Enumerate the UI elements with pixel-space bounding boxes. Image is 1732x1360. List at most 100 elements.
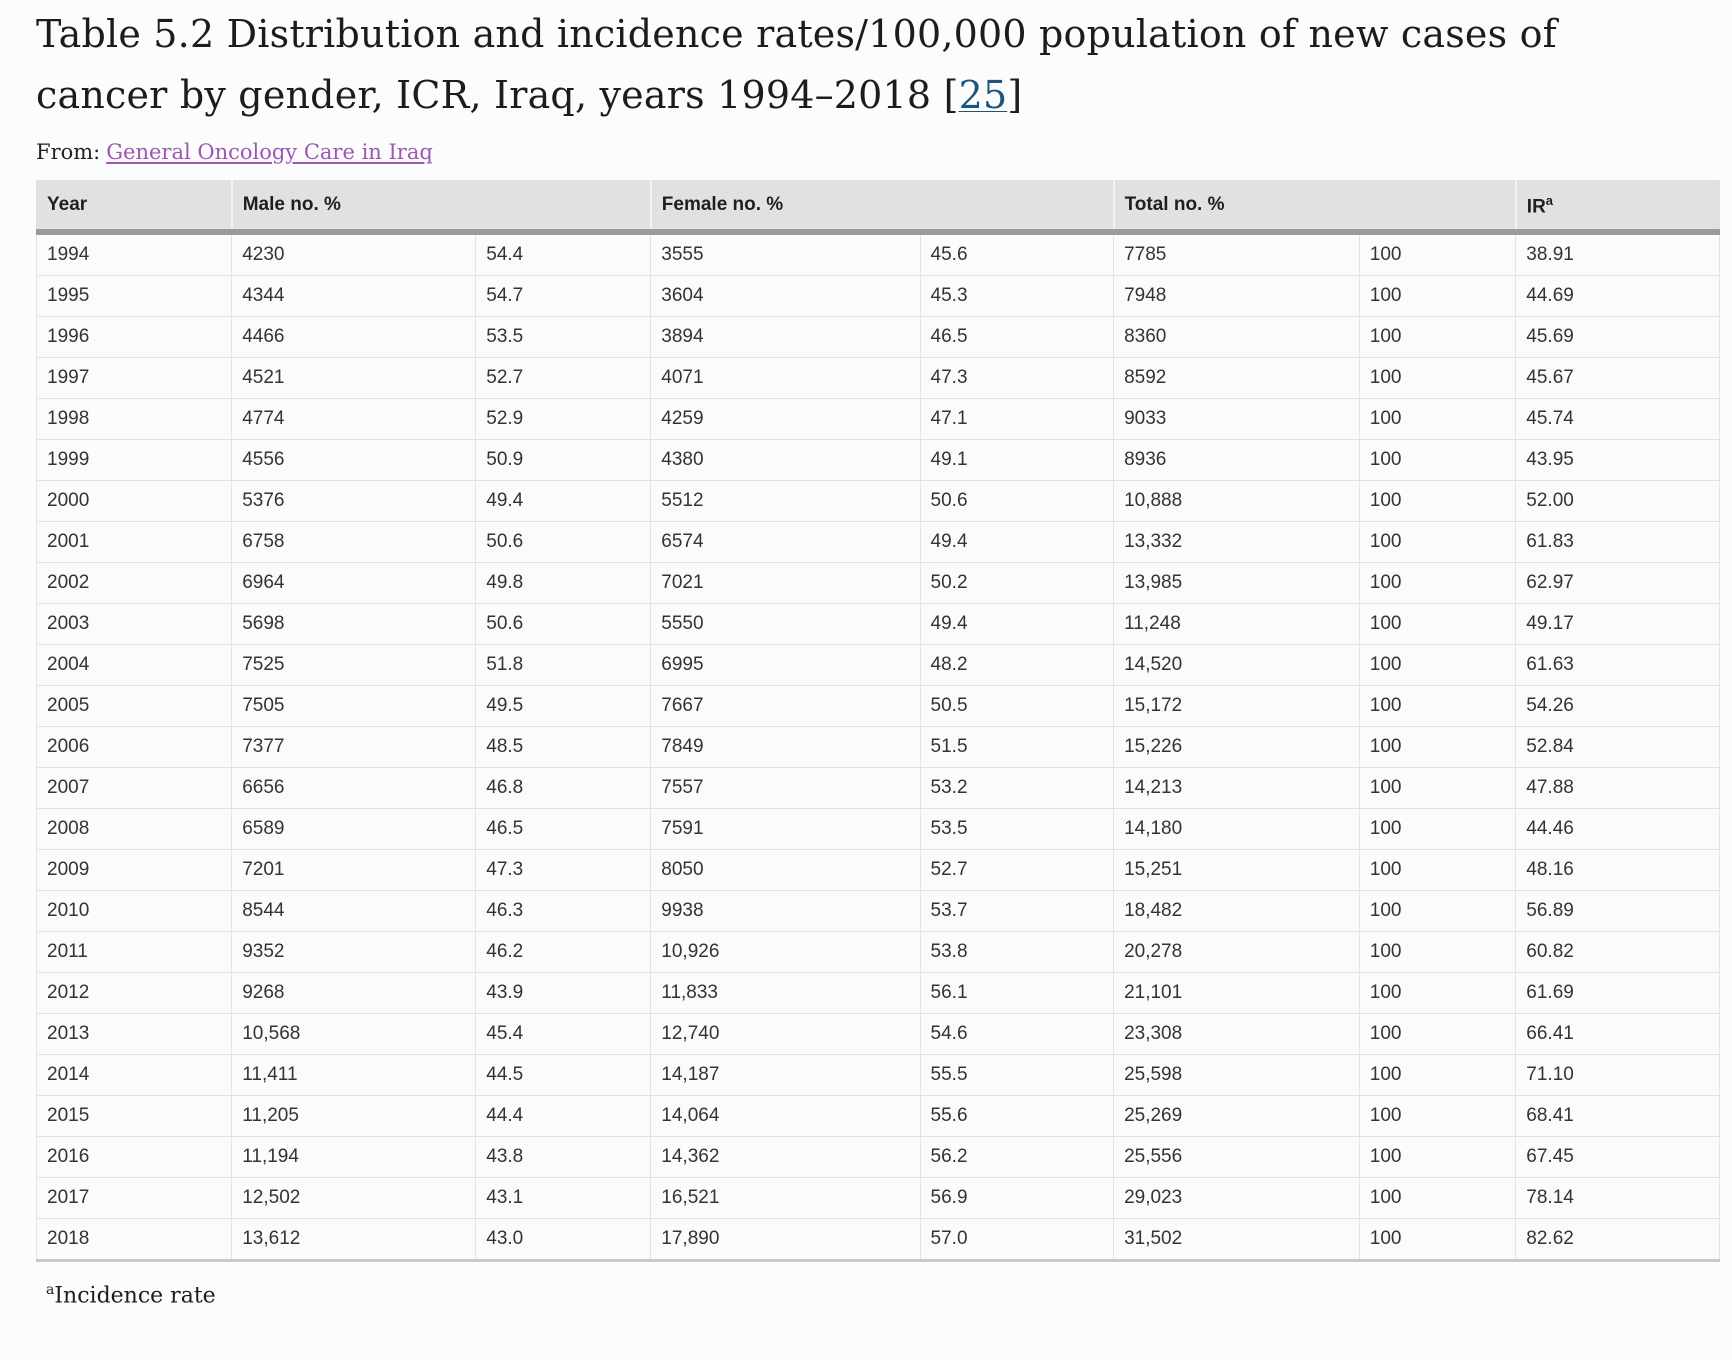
table-row: 2013 10,568 45.4 12,740 54.6 23,308 100 … (35, 1012, 1720, 1055)
cell-female-pct: 56.2 (919, 1135, 1115, 1178)
cell-year: 1995 (35, 274, 233, 317)
table-row: 2016 11,194 43.8 14,362 56.2 25,556 100 … (35, 1135, 1720, 1178)
cell-female-no: 14,187 (650, 1053, 921, 1096)
cell-male-no: 11,205 (231, 1094, 477, 1137)
cell-male-no: 11,411 (231, 1053, 477, 1096)
cell-total-pct: 100 (1358, 602, 1517, 645)
cell-male-pct: 54.4 (475, 231, 652, 276)
cell-total-pct: 100 (1358, 643, 1517, 686)
cell-female-no: 4380 (650, 438, 921, 481)
header-cell-female: Female no. % (649, 179, 1114, 235)
cell-male-pct: 46.3 (475, 889, 652, 932)
cell-total-pct: 100 (1358, 1176, 1517, 1219)
cell-male-no: 6758 (231, 520, 477, 563)
cell-female-pct: 53.7 (919, 889, 1115, 932)
table-row: 1999 4556 50.9 4380 49.1 8936 100 43.95 (35, 438, 1720, 481)
cell-total-pct: 100 (1358, 231, 1517, 276)
cell-female-pct: 55.6 (919, 1094, 1115, 1137)
table-row: 2011 9352 46.2 10,926 53.8 20,278 100 60… (35, 930, 1720, 973)
cell-male-pct: 52.7 (475, 356, 652, 399)
cell-female-pct: 49.4 (919, 520, 1115, 563)
table-row: 1997 4521 52.7 4071 47.3 8592 100 45.67 (35, 356, 1720, 399)
table-row: 2006 7377 48.5 7849 51.5 15,226 100 52.8… (35, 725, 1720, 768)
cell-female-pct: 45.3 (919, 274, 1115, 317)
source-link[interactable]: General Oncology Care in Iraq (106, 139, 433, 164)
cell-male-pct: 49.8 (475, 561, 652, 604)
cell-female-no: 7667 (650, 684, 921, 727)
cell-year: 2010 (35, 889, 233, 932)
cell-ir: 44.46 (1515, 807, 1720, 850)
cell-female-pct: 53.5 (919, 807, 1115, 850)
cell-total-no: 25,556 (1113, 1135, 1360, 1178)
table-row: 2008 6589 46.5 7591 53.5 14,180 100 44.4… (35, 807, 1720, 850)
cell-year: 2011 (35, 930, 233, 973)
cell-female-pct: 53.8 (919, 930, 1115, 973)
cell-ir: 52.84 (1515, 725, 1720, 768)
cell-male-no: 10,568 (231, 1012, 477, 1055)
table-row: 2017 12,502 43.1 16,521 56.9 29,023 100 … (35, 1176, 1720, 1219)
cell-female-pct: 53.2 (919, 766, 1115, 809)
source-label: From: (36, 139, 101, 164)
cell-female-no: 7591 (650, 807, 921, 850)
cell-total-no: 14,180 (1113, 807, 1360, 850)
cell-ir: 71.10 (1515, 1053, 1720, 1096)
table-row: 2012 9268 43.9 11,833 56.1 21,101 100 61… (35, 971, 1720, 1014)
cell-year: 2009 (35, 848, 233, 891)
cell-ir: 47.88 (1515, 766, 1720, 809)
cell-male-no: 7525 (231, 643, 477, 686)
cell-male-no: 6964 (231, 561, 477, 604)
header-ir-label: IR (1526, 195, 1546, 217)
cell-female-pct: 51.5 (919, 725, 1115, 768)
reference-link-25[interactable]: 25 (958, 72, 1008, 117)
cell-female-no: 16,521 (650, 1176, 921, 1219)
cell-total-pct: 100 (1358, 356, 1517, 399)
cell-year: 2016 (35, 1135, 233, 1178)
cell-ir: 45.74 (1515, 397, 1720, 440)
cell-total-pct: 100 (1358, 971, 1517, 1014)
cell-male-pct: 44.5 (475, 1053, 652, 1096)
cell-female-no: 4071 (650, 356, 921, 399)
table-row: 1994 4230 54.4 3555 45.6 7785 100 38.91 (35, 231, 1720, 276)
table-row: 2010 8544 46.3 9938 53.7 18,482 100 56.8… (35, 889, 1720, 932)
table-row: 1995 4344 54.7 3604 45.3 7948 100 44.69 (35, 274, 1720, 317)
cell-male-pct: 54.7 (475, 274, 652, 317)
table-row: 2007 6656 46.8 7557 53.2 14,213 100 47.8… (35, 766, 1720, 809)
cell-year: 2001 (35, 520, 233, 563)
cell-female-no: 12,740 (650, 1012, 921, 1055)
cell-male-no: 9268 (231, 971, 477, 1014)
cell-male-pct: 48.5 (475, 725, 652, 768)
cell-total-no: 31,502 (1113, 1217, 1360, 1261)
cell-year: 2008 (35, 807, 233, 850)
cell-male-no: 4521 (231, 356, 477, 399)
cell-female-pct: 52.7 (919, 848, 1115, 891)
cell-female-no: 4259 (650, 397, 921, 440)
table-row: 2014 11,411 44.5 14,187 55.5 25,598 100 … (35, 1053, 1720, 1096)
cell-total-pct: 100 (1358, 766, 1517, 809)
table-caption: Table 5.2 Distribution and incidence rat… (36, 4, 1656, 126)
cell-total-pct: 100 (1358, 1053, 1517, 1096)
cell-total-pct: 100 (1358, 889, 1517, 932)
cell-total-no: 8592 (1113, 356, 1360, 399)
cell-male-no: 4344 (231, 274, 477, 317)
cell-ir: 38.91 (1515, 231, 1720, 276)
cell-male-pct: 46.5 (475, 807, 652, 850)
cell-female-no: 9938 (650, 889, 921, 932)
cell-male-pct: 46.8 (475, 766, 652, 809)
table-row: 1996 4466 53.5 3894 46.5 8360 100 45.69 (35, 315, 1720, 358)
cell-total-no: 11,248 (1113, 602, 1360, 645)
cell-male-pct: 51.8 (475, 643, 652, 686)
cell-ir: 62.97 (1515, 561, 1720, 604)
cell-female-pct: 56.9 (919, 1176, 1115, 1219)
cell-year: 2003 (35, 602, 233, 645)
header-cell-male: Male no. % (230, 179, 651, 235)
table-row: 2009 7201 47.3 8050 52.7 15,251 100 48.1… (35, 848, 1720, 891)
cell-ir: 56.89 (1515, 889, 1720, 932)
cell-total-no: 10,888 (1113, 479, 1360, 522)
header-cell-year: Year (36, 179, 232, 235)
reference-bracket-open: [ (943, 72, 959, 117)
cell-male-no: 7377 (231, 725, 477, 768)
cell-ir: 44.69 (1515, 274, 1720, 317)
table-row: 2003 5698 50.6 5550 49.4 11,248 100 49.1… (35, 602, 1720, 645)
cell-total-pct: 100 (1358, 397, 1517, 440)
cell-female-pct: 50.5 (919, 684, 1115, 727)
